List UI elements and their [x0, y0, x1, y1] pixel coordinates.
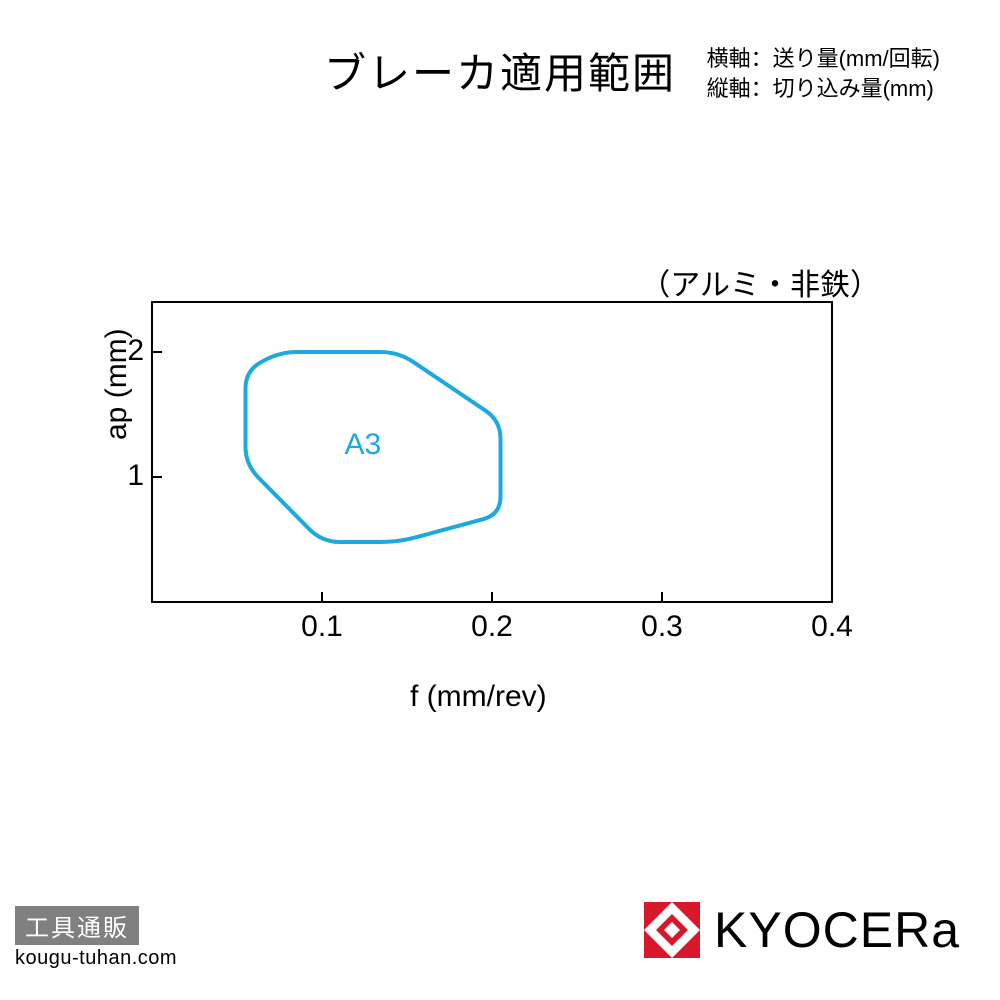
- x-axis-label: f (mm/rev): [410, 680, 547, 714]
- chart-svg: [150, 300, 834, 604]
- brand-logo: KYOCERa: [642, 900, 960, 960]
- y-tick-label: 2: [104, 334, 144, 368]
- brand-logo-text: KYOCERa: [714, 901, 960, 959]
- axis-legend: 横軸：送り量(mm/回転) 縦軸：切り込み量(mm): [707, 44, 940, 103]
- x-tick-label: 0.4: [811, 610, 853, 644]
- vendor-url: kougu-tuhan.com: [15, 947, 177, 970]
- footer-left: 工具通販 kougu-tuhan.com: [15, 906, 177, 970]
- chart-area: [150, 300, 834, 604]
- chart-subtitle: （アルミ・非鉄）: [640, 260, 880, 304]
- y-tick-label: 1: [104, 459, 144, 493]
- kyocera-logo-icon: [642, 900, 702, 960]
- x-tick-label: 0.3: [641, 610, 683, 644]
- y-axis-legend: 縦軸：切り込み量(mm): [707, 74, 940, 104]
- vendor-badge: 工具通販: [15, 906, 139, 945]
- region-label: A3: [345, 428, 382, 462]
- chart-title: ブレーカ適用範囲: [324, 40, 676, 101]
- x-tick-label: 0.2: [471, 610, 513, 644]
- x-tick-label: 0.1: [301, 610, 343, 644]
- x-axis-legend: 横軸：送り量(mm/回転): [707, 44, 940, 74]
